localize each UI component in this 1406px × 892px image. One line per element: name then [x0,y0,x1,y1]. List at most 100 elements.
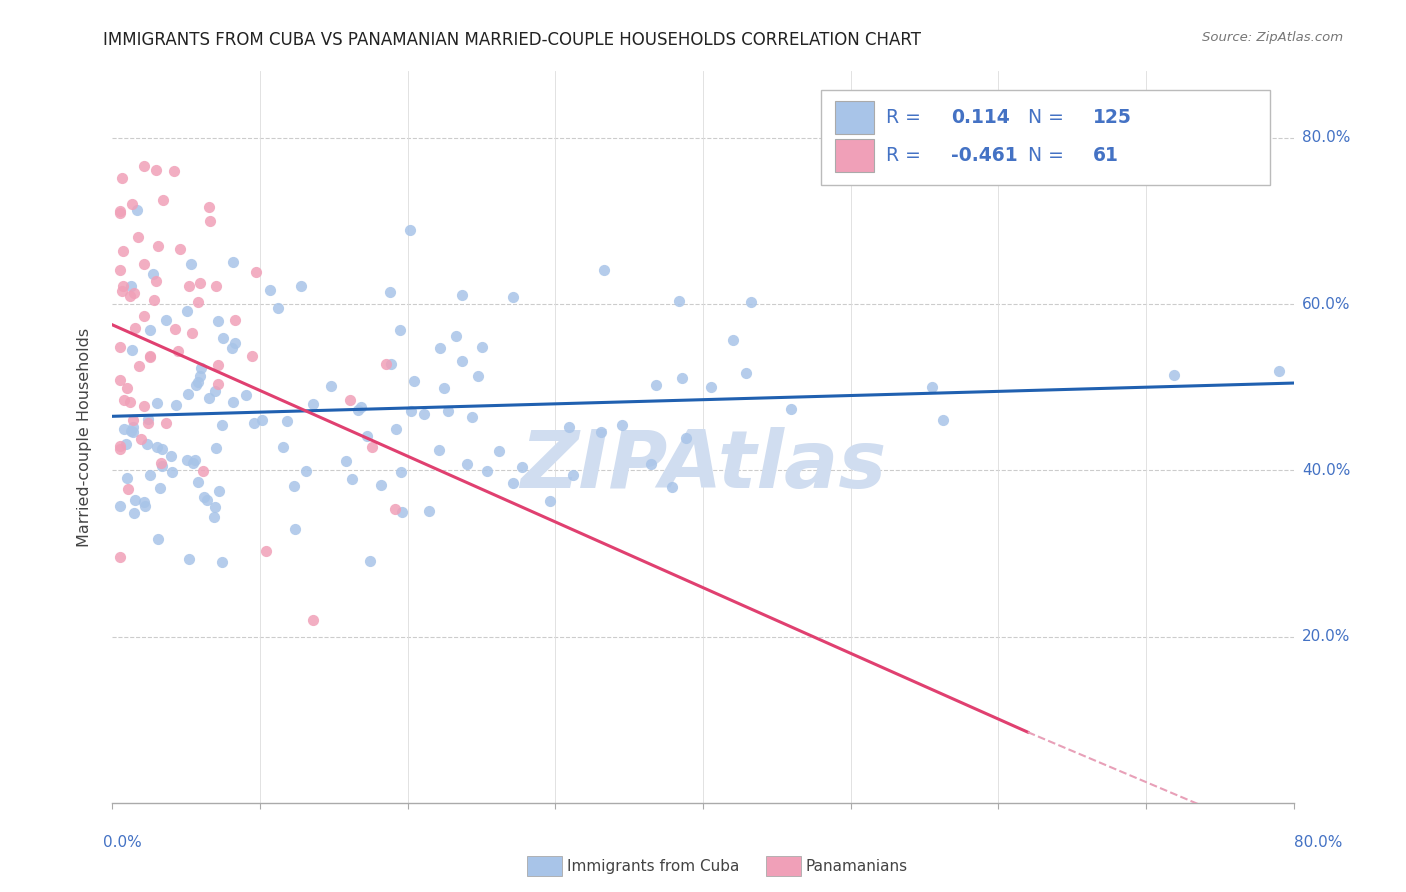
Text: N =: N = [1028,146,1070,165]
Point [183,456,205,470]
Point [399,404,422,418]
FancyBboxPatch shape [835,101,875,135]
Text: ZIPAtlas: ZIPAtlas [520,427,886,506]
Point [124,320,146,334]
Text: R =: R = [886,146,927,165]
Point [176,303,198,318]
Text: 0.0%: 0.0% [103,836,142,850]
Point [120,279,142,293]
Point [110,439,132,453]
Point [450,354,472,368]
Point [108,203,131,218]
Point [356,429,378,443]
Point [207,377,229,392]
Point [221,341,243,355]
Point [418,504,440,518]
Point [204,279,226,293]
Point [222,255,245,269]
Point [207,359,229,373]
Y-axis label: Married-couple Households: Married-couple Households [77,327,91,547]
Point [502,289,524,303]
Point [180,257,202,271]
Text: 125: 125 [1092,108,1132,127]
Point [145,274,167,288]
Point [266,301,288,316]
Point [735,366,758,380]
Point [640,458,662,472]
Point [391,505,413,519]
Point [117,381,139,395]
Point [121,425,143,439]
Text: 80.0%: 80.0% [1295,836,1343,850]
Point [136,416,159,430]
Point [359,554,381,568]
Point [385,422,408,436]
Point [190,361,212,376]
Point [347,402,370,417]
Point [921,380,943,394]
Point [488,443,510,458]
Point [145,440,167,454]
Point [155,416,177,430]
Text: Immigrants from Cuba: Immigrants from Cuba [567,859,740,873]
Point [456,458,478,472]
Point [122,506,145,520]
Text: 0.114: 0.114 [950,108,1010,127]
Point [301,613,323,627]
Text: 80.0%: 80.0% [1302,130,1350,145]
Point [557,420,579,434]
Point [254,543,277,558]
Text: 20.0%: 20.0% [1302,629,1350,644]
Point [433,381,456,395]
Point [112,392,135,407]
Point [198,200,221,214]
Point [142,267,165,281]
Point [131,432,153,446]
Point [120,425,142,439]
Point [378,285,401,299]
Point [780,401,803,416]
Point [146,239,169,253]
Point [193,491,215,505]
Point [187,475,209,489]
Point [510,459,533,474]
Point [149,456,172,470]
Point [252,413,274,427]
Point [451,288,474,302]
Point [561,468,583,483]
Point [177,387,200,401]
Point [179,279,201,293]
Point [139,350,162,364]
Point [150,442,173,456]
Point [271,440,294,454]
Point [301,397,323,411]
Point [235,388,257,402]
Point [121,197,143,211]
Point [165,322,187,336]
Point [114,437,136,451]
Point [340,473,363,487]
Point [179,552,201,566]
Point [186,377,208,392]
Point [136,437,159,451]
Point [111,278,134,293]
Point [139,467,162,482]
Point [211,555,233,569]
Point [222,394,245,409]
Point [108,442,131,457]
Point [188,276,211,290]
Text: 60.0%: 60.0% [1302,297,1350,311]
Point [319,379,342,393]
Point [437,403,460,417]
Text: N =: N = [1028,108,1070,127]
Point [149,481,172,495]
Point [350,400,373,414]
Point [931,413,953,427]
Point [111,244,134,259]
Point [204,441,226,455]
Point [211,417,233,432]
Point [276,414,298,428]
Point [398,223,420,237]
Point [207,483,229,498]
Text: -0.461: -0.461 [950,146,1018,165]
